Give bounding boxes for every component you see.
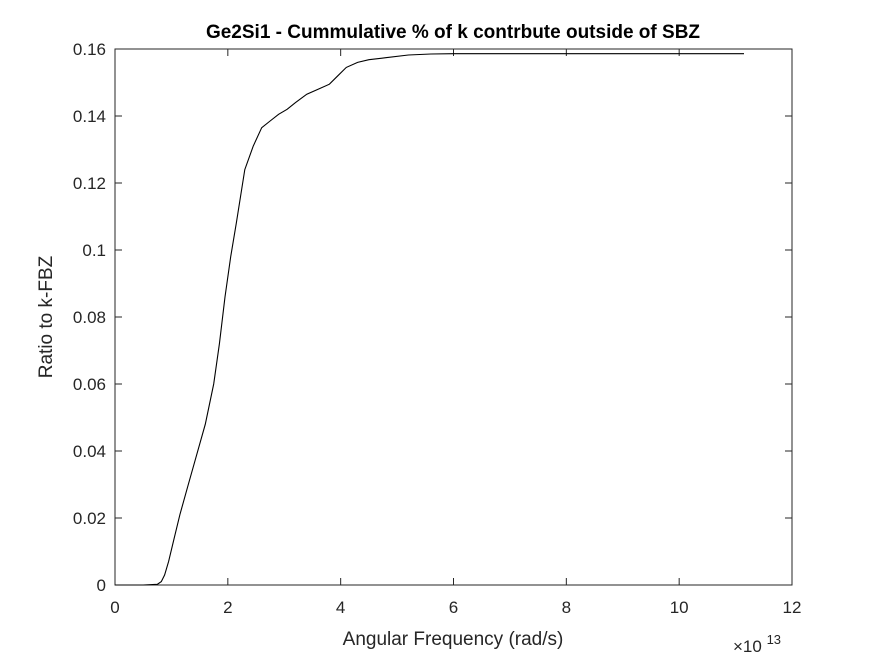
x-exponent-base: ×10 [733,637,762,656]
x-tick-label: 0 [110,598,119,617]
x-exponent-power: 13 [767,632,781,647]
y-tick-label: 0.08 [73,308,106,327]
x-exponent-label: ×10 13 [733,632,781,656]
x-tick-label: 2 [223,598,232,617]
y-tick-label: 0 [97,576,106,595]
x-tick-label: 4 [336,598,345,617]
y-tick-label: 0.02 [73,509,106,528]
x-tick-label: 12 [783,598,802,617]
chart-title: Ge2Si1 - Cummulative % of k contrbute ou… [206,22,700,43]
y-axis-label: Ratio to k-FBZ [36,255,57,378]
series-line [115,53,744,586]
y-tick-label: 0.04 [73,442,106,461]
y-tick-label: 0.16 [73,40,106,59]
y-tick-label: 0.12 [73,174,106,193]
x-tick-label: 8 [562,598,571,617]
x-axis-label: Angular Frequency (rad/s) [343,629,564,650]
plot-area: 0 2 4 6 8 10 12 0 0.02 0.04 0.06 0.08 0.1 0.12 0.14 0.1… [73,40,802,617]
x-tick-label: 6 [449,598,458,617]
y-tick-label: 0.06 [73,375,106,394]
y-tick-label: 0.14 [73,107,106,126]
y-tick-label: 0.1 [82,241,106,260]
x-tick-label: 10 [670,598,689,617]
